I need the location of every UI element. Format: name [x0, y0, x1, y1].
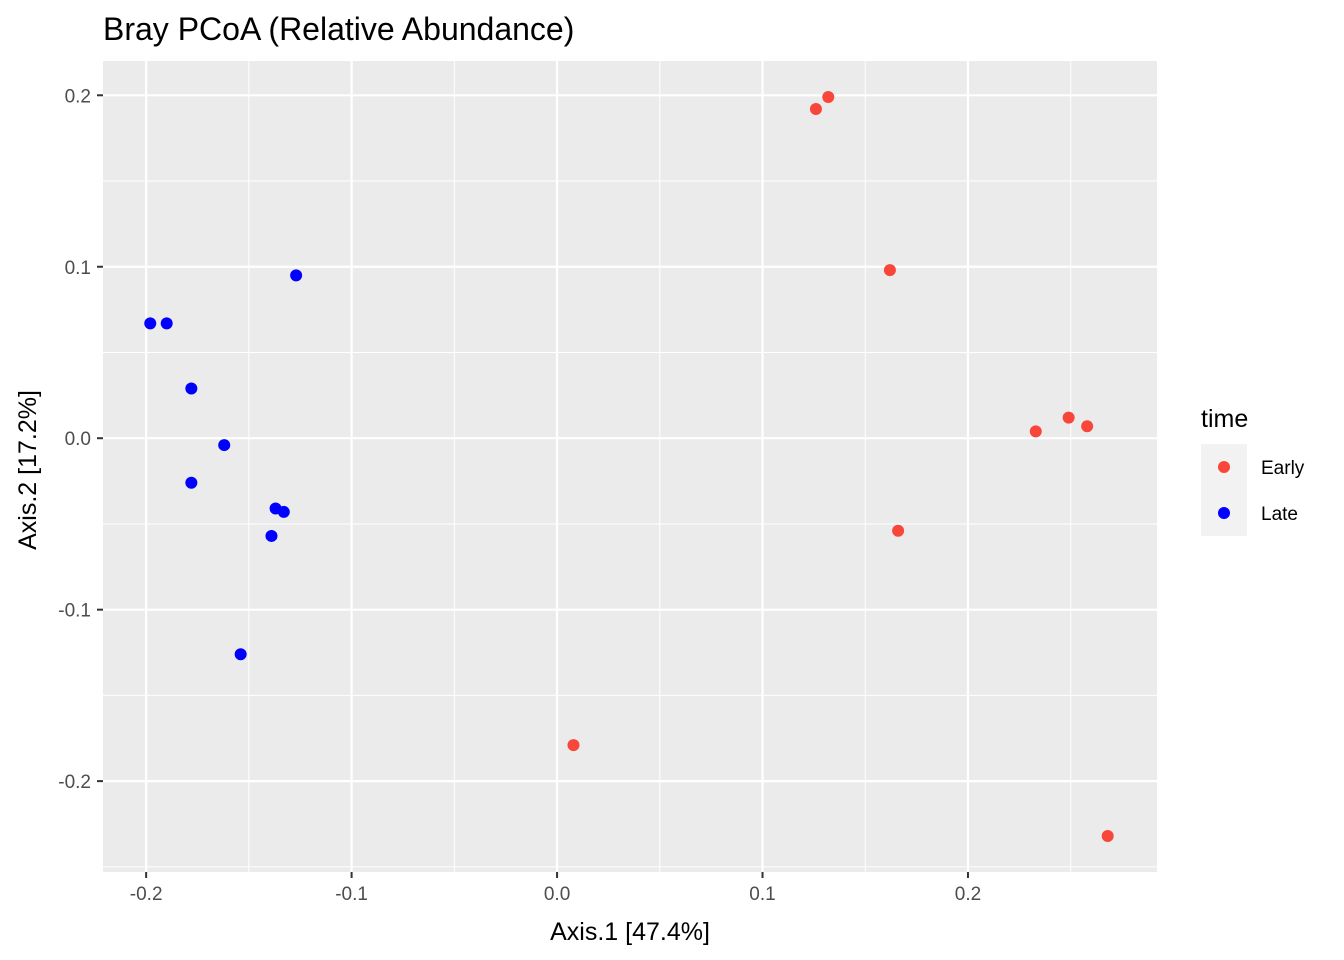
- data-point: [144, 317, 157, 330]
- y-tick-label: -0.1: [58, 601, 91, 622]
- y-axis-title: Axis.2 [17.2%]: [14, 390, 42, 550]
- y-axis: -0.2 -0.1 0.0 0.1 0.2: [58, 86, 103, 793]
- legend-label-late: Late: [1261, 504, 1298, 525]
- x-tick-label: 0.0: [544, 884, 570, 905]
- x-axis-title: Axis.1 [47.4%]: [550, 918, 710, 946]
- series-late: [144, 269, 303, 661]
- data-point: [265, 529, 278, 542]
- plot-panel: [103, 61, 1157, 872]
- y-tick-label: -0.2: [58, 772, 91, 793]
- x-axis: -0.2 -0.1 0.0 0.1 0.2: [130, 872, 981, 905]
- legend: time Early Late: [1201, 405, 1305, 536]
- data-point: [290, 269, 303, 282]
- data-point: [1081, 420, 1094, 433]
- data-point: [185, 476, 198, 489]
- x-tick-label: -0.1: [335, 884, 368, 905]
- legend-key-late: [1218, 507, 1230, 519]
- data-points: [144, 91, 1114, 842]
- data-point: [234, 648, 247, 661]
- data-point: [277, 505, 290, 518]
- series-early: [567, 91, 1114, 842]
- data-point: [567, 739, 580, 752]
- data-point: [1101, 829, 1114, 842]
- legend-key-early: [1218, 461, 1230, 473]
- x-tick-label: 0.1: [749, 884, 775, 905]
- legend-key-background: [1201, 444, 1247, 536]
- y-tick-label: 0.2: [65, 86, 91, 107]
- chart-title: Bray PCoA (Relative Abundance): [103, 11, 574, 47]
- y-tick-label: 0.0: [65, 429, 91, 450]
- data-point: [1062, 411, 1075, 424]
- data-point: [883, 264, 896, 277]
- data-point: [822, 91, 835, 104]
- data-point: [218, 439, 231, 452]
- data-point: [185, 382, 198, 395]
- legend-title: time: [1201, 405, 1248, 433]
- x-tick-label: 0.2: [955, 884, 981, 905]
- data-point: [892, 524, 905, 537]
- data-point: [1029, 425, 1042, 438]
- x-tick-label: -0.2: [130, 884, 163, 905]
- data-point: [160, 317, 173, 330]
- legend-items: Early Late: [1218, 458, 1305, 525]
- legend-label-early: Early: [1261, 458, 1305, 479]
- panel-background: [103, 61, 1157, 872]
- y-tick-label: 0.1: [65, 258, 91, 279]
- data-point: [809, 103, 822, 116]
